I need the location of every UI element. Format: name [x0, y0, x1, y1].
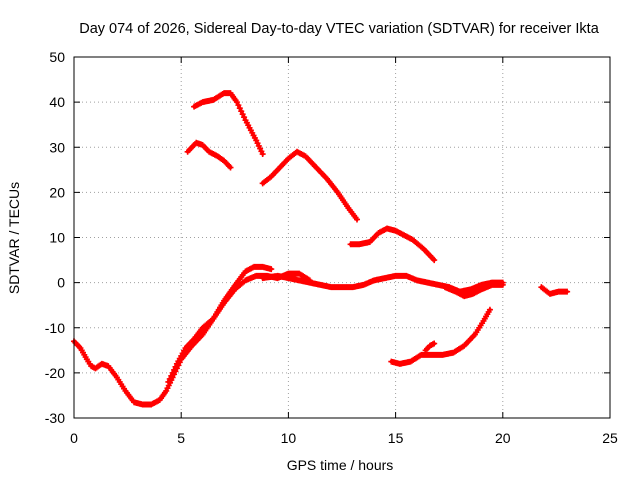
x-tick-label: 15	[388, 430, 404, 446]
x-tick-label: 20	[495, 430, 511, 446]
y-axis-label: SDTVAR / TECUs	[6, 182, 22, 294]
series-track-6	[184, 139, 234, 171]
series-markers	[388, 306, 493, 367]
data-series	[71, 90, 571, 408]
series-markers	[259, 148, 361, 223]
series-track-10	[422, 340, 438, 354]
y-tick-label: 20	[49, 184, 65, 200]
series-markers	[191, 90, 266, 158]
series-markers	[538, 284, 571, 297]
chart-title: Day 074 of 2026, Sidereal Day-to-day VTE…	[79, 21, 599, 37]
grid-lines	[74, 57, 610, 418]
series-markers	[347, 225, 438, 264]
x-tick-label: 10	[281, 430, 297, 446]
y-tick-label: -20	[45, 365, 65, 381]
series-track-8	[347, 225, 438, 264]
axis-ticks: 0 5 10 15 20 25 -30 -20 -10 0 10 20 30 40 50	[45, 49, 618, 446]
x-axis-label: GPS time / hours	[287, 457, 394, 473]
x-tick-label: 0	[70, 430, 78, 446]
series-track-4	[441, 281, 506, 300]
y-tick-label: 50	[49, 49, 65, 65]
series-track-9	[388, 306, 493, 367]
y-tick-label: -30	[45, 410, 65, 426]
y-tick-label: 0	[57, 275, 65, 291]
x-tick-label: 25	[602, 430, 618, 446]
series-track-5	[191, 90, 266, 158]
series-track-3	[259, 272, 506, 295]
series-markers	[184, 139, 234, 171]
y-tick-label: -10	[45, 320, 65, 336]
series-markers	[441, 281, 506, 300]
series-track-11	[538, 284, 571, 297]
series-markers	[422, 340, 438, 354]
y-tick-label: 40	[49, 94, 65, 110]
x-tick-label: 5	[177, 430, 185, 446]
y-tick-label: 10	[49, 230, 65, 246]
y-tick-label: 30	[49, 139, 65, 155]
series-track-7	[259, 148, 361, 223]
